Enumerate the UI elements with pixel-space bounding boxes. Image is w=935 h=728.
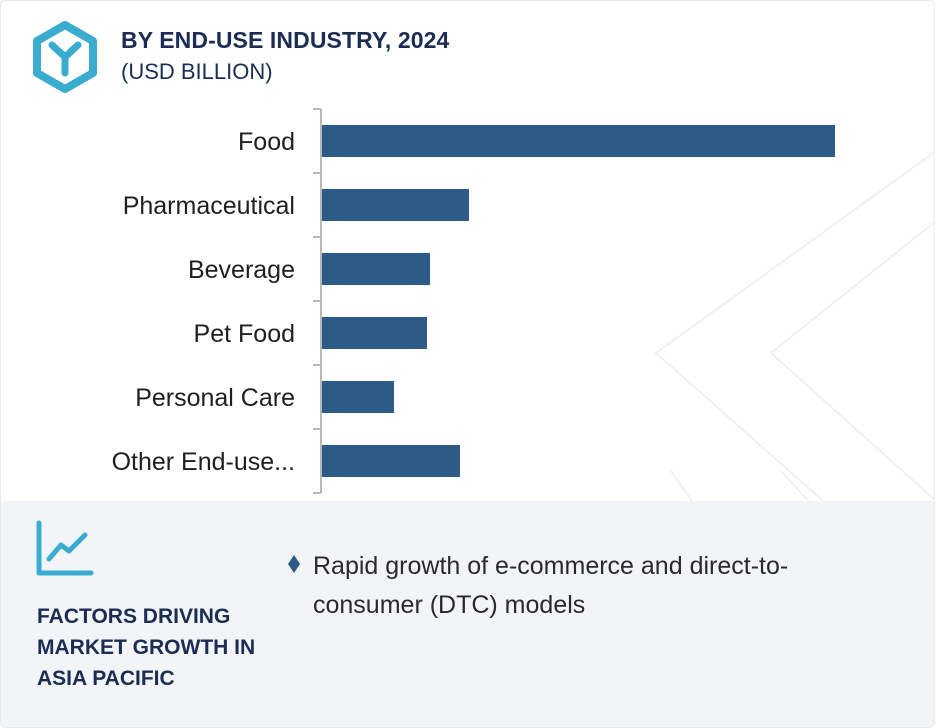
category-label-2: Beverage — [188, 256, 295, 284]
category-label-5: Other End-use... — [112, 448, 295, 476]
hexagon-y-logo-icon — [33, 21, 97, 93]
category-axis — [313, 108, 322, 494]
bar-4 — [322, 381, 394, 413]
factor-item: Rapid growth of e-commerce and direct-to… — [313, 552, 789, 619]
chart-subtitle: (USD BILLION) — [121, 59, 273, 84]
bar-0 — [322, 125, 835, 157]
bar-chart: Food Pharmaceutical Beverage Pet Food Person… — [112, 108, 835, 494]
trend-line-icon — [36, 520, 94, 576]
diamond-bullet-icon — [288, 555, 300, 573]
factors-title: FACTORS DRIVING MARKET GROWTH IN ASIA PA… — [37, 605, 256, 690]
bar-2 — [322, 253, 430, 285]
bar-3 — [322, 317, 427, 349]
factors-panel — [1, 501, 934, 727]
chart-title: BY END-USE INDUSTRY, 2024 — [121, 27, 450, 53]
category-label-3: Pet Food — [194, 320, 295, 348]
category-label-1: Pharmaceutical — [123, 192, 295, 220]
category-label-4: Personal Care — [135, 384, 295, 412]
bar-5 — [322, 445, 460, 477]
category-label-0: Food — [238, 128, 295, 156]
bar-1 — [322, 189, 469, 221]
category-labels-group: Food Pharmaceutical Beverage Pet Food Person… — [112, 128, 295, 476]
bars-group — [322, 125, 835, 477]
